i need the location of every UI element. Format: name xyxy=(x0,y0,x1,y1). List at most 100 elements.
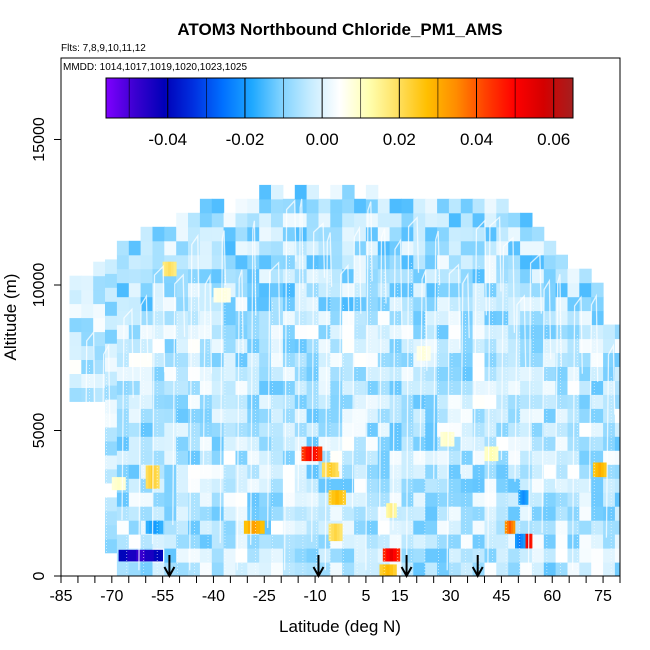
heatmap-anomaly-cell xyxy=(427,346,431,361)
heatmap-cell xyxy=(460,548,474,563)
heatmap-cell xyxy=(199,394,213,409)
heatmap-cell xyxy=(176,394,189,409)
heatmap-cell xyxy=(199,240,213,256)
heatmap-cell xyxy=(128,352,142,367)
heatmap-cell xyxy=(93,317,106,333)
heatmap-anomaly-cell xyxy=(118,549,128,562)
heatmap-cell xyxy=(116,282,130,298)
heatmap-cell xyxy=(413,492,426,507)
heatmap-cell xyxy=(555,562,568,576)
heatmap-cell xyxy=(425,226,438,242)
heatmap-cell xyxy=(176,548,189,563)
heatmap-cell xyxy=(484,352,497,367)
heatmap-cell xyxy=(448,352,462,367)
heatmap-cell xyxy=(614,464,620,479)
heatmap-cell xyxy=(176,282,189,298)
heatmap-cell xyxy=(330,548,343,563)
heatmap-cell xyxy=(603,562,616,576)
heatmap-cell xyxy=(199,408,213,423)
heatmap-cell xyxy=(223,422,236,437)
heatmap-cell xyxy=(484,492,497,507)
heatmap-cell xyxy=(247,310,260,326)
heatmap-cell xyxy=(294,296,308,312)
heatmap-cell xyxy=(365,184,379,200)
heatmap-cell xyxy=(271,478,284,493)
flight-track-segment xyxy=(419,270,428,462)
heatmap-cell xyxy=(437,352,450,367)
heatmap-cell xyxy=(164,478,177,493)
heatmap-anomaly-cell xyxy=(448,431,452,447)
heatmap-cell xyxy=(330,380,343,395)
heatmap-anomaly-cell xyxy=(396,548,401,562)
heatmap-cell xyxy=(271,338,284,353)
x-tick-label: 15 xyxy=(391,588,409,605)
heatmap-cell xyxy=(484,240,497,256)
heatmap-cell xyxy=(496,422,509,437)
heatmap-cell xyxy=(330,310,343,326)
heatmap-cell xyxy=(496,436,509,451)
heatmap-cell xyxy=(365,520,379,535)
heatmap-cell xyxy=(413,296,426,312)
heatmap-cell xyxy=(93,289,106,305)
heatmap-cell xyxy=(306,184,319,200)
heatmap-cell xyxy=(567,310,580,326)
flight-tracks xyxy=(84,198,616,576)
heatmap-cell xyxy=(354,464,367,479)
heatmap-cell xyxy=(128,562,142,576)
heatmap-cell xyxy=(531,310,545,326)
heatmap-cell xyxy=(211,254,225,270)
heatmap-cell xyxy=(342,450,355,465)
heatmap-cell xyxy=(520,310,533,326)
heatmap-cell xyxy=(211,534,225,549)
heatmap-cell xyxy=(330,408,343,423)
heatmap-cell xyxy=(105,273,118,288)
heatmap-cell xyxy=(271,240,284,256)
heatmap-cell xyxy=(342,240,355,256)
heatmap-cell xyxy=(389,226,402,242)
heatmap-cell xyxy=(247,282,260,298)
heatmap-cell xyxy=(211,338,225,353)
heatmap-cell xyxy=(259,352,272,367)
heatmap-cell xyxy=(543,478,557,493)
heatmap-anomaly-cell xyxy=(305,446,311,462)
heatmap-cell xyxy=(271,310,284,326)
heatmap-cell xyxy=(413,506,426,521)
heatmap-cell xyxy=(543,240,557,256)
heatmap-cell xyxy=(176,254,189,270)
heatmap-cell xyxy=(259,310,272,326)
heatmap-anomaly-cell xyxy=(216,287,221,303)
heatmap-cell xyxy=(365,212,379,228)
flight-track-segment xyxy=(433,230,441,480)
heatmap-cell xyxy=(496,450,509,465)
heatmap-anomaly-cell xyxy=(335,490,340,505)
heatmap-cell xyxy=(354,492,367,507)
heatmap-cell xyxy=(508,338,521,353)
flight-track-segment xyxy=(487,215,502,571)
heatmap-cell xyxy=(543,422,557,437)
heatmap-cell xyxy=(508,436,521,451)
heatmap-cell xyxy=(543,506,557,521)
heatmap-cell xyxy=(164,282,177,298)
heatmap-cell xyxy=(508,562,521,576)
chart-title: ATOM3 Northbound Chloride_PM1_AMS xyxy=(177,20,502,39)
heatmap-cell xyxy=(93,387,106,402)
heatmap-cell xyxy=(330,352,343,367)
heatmap-cell xyxy=(508,464,521,479)
heatmap-anomaly-cell xyxy=(127,549,137,562)
heatmap-anomaly-cell xyxy=(334,523,338,542)
heatmap-cell xyxy=(377,534,391,549)
heatmap-cell xyxy=(152,380,165,395)
heatmap-cell xyxy=(531,268,545,284)
heatmap-cell xyxy=(448,534,462,549)
heatmap-cell xyxy=(164,240,177,256)
heatmap-cell xyxy=(330,226,343,242)
heatmap-anomaly-cell xyxy=(512,520,516,534)
heatmap-anomaly-cell xyxy=(530,533,533,549)
flight-track-segment xyxy=(283,199,297,571)
heatmap-cell xyxy=(247,464,260,479)
heatmap-anomaly-cell xyxy=(335,462,340,478)
heatmap-cell xyxy=(603,548,616,563)
heatmap-anomaly-cell xyxy=(332,490,336,505)
heatmap-cell xyxy=(425,282,438,298)
heatmap-cell xyxy=(354,338,367,353)
